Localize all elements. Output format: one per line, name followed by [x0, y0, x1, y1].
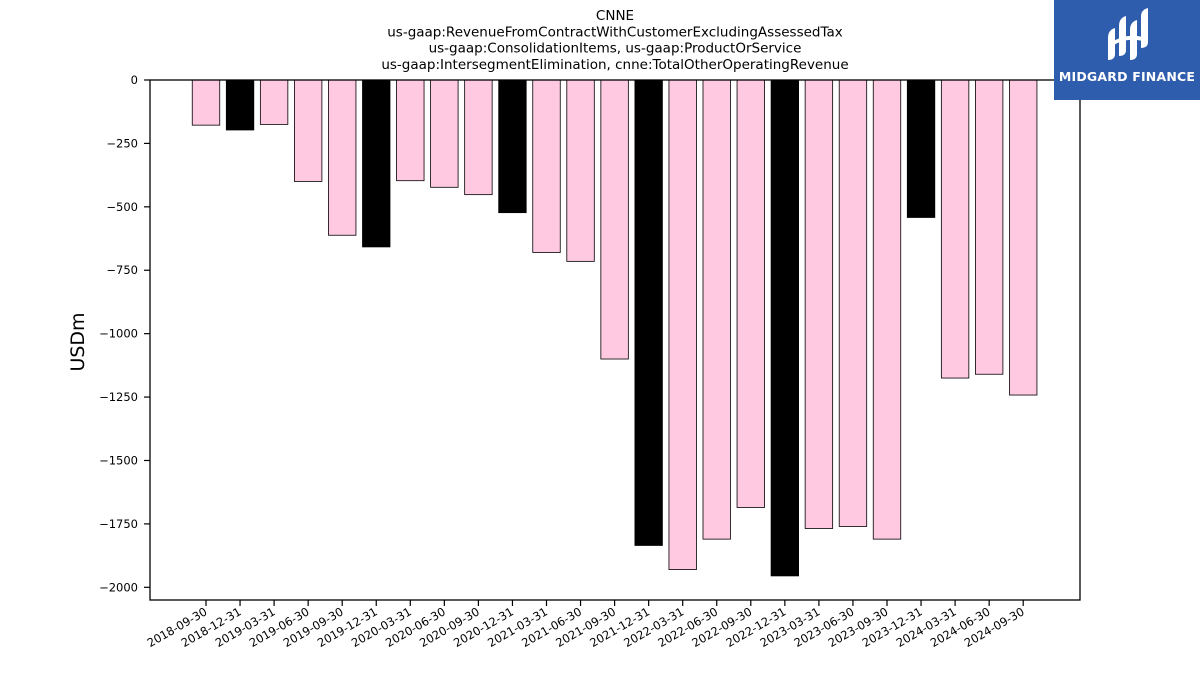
bar-2019-03-31: [259, 79, 289, 125]
chart-title-line: us-gaap:ConsolidationItems, us-gaap:Prod…: [429, 41, 802, 57]
bar-2020-03-31: [396, 79, 425, 182]
bar-2021-09-30: [600, 79, 629, 360]
y-axis-label: USDm: [67, 312, 89, 371]
bar-2024-03-31: [940, 79, 970, 379]
chart-title-line: CNNE: [596, 8, 634, 24]
bar-2020-12-31: [498, 79, 527, 214]
y-tick-label: −2000: [99, 580, 138, 594]
bar-2018-09-30: [191, 79, 221, 126]
y-tick-label: −1750: [99, 517, 138, 531]
bar-2022-09-30: [736, 79, 765, 508]
bar-2024-09-30: [1009, 79, 1038, 396]
logo-badge: MIDGARD FINANCE: [1054, 0, 1200, 100]
bar-2023-09-30: [872, 79, 902, 540]
y-tick-label: −750: [106, 263, 138, 277]
y-tick-label: −500: [106, 200, 138, 214]
bar-2023-06-30: [838, 79, 868, 527]
bar-2019-09-30: [328, 79, 357, 236]
bar-2021-06-30: [566, 79, 595, 262]
bar-2023-12-31: [906, 79, 936, 218]
y-tick-label: 0: [131, 73, 138, 87]
midgard-logo-icon: [1108, 8, 1148, 60]
bar-2022-03-31: [668, 79, 697, 570]
chart-title-line: us-gaap:RevenueFromContractWithCustomerE…: [387, 24, 843, 40]
y-tick-label: −250: [106, 136, 138, 150]
y-tick-label: −1000: [99, 327, 138, 341]
bar-2022-06-30: [702, 79, 731, 540]
y-axis: 0 −250 −500 −750 −1000 −1250 −1500 −1750 −2000: [99, 73, 150, 594]
bars: [191, 79, 1038, 577]
bar-2020-06-30: [430, 79, 459, 188]
bar-2020-09-30: [464, 79, 493, 196]
bar-2022-12-31: [770, 79, 799, 577]
y-tick-label: −1250: [99, 390, 138, 404]
bar-2019-06-30: [293, 79, 323, 182]
bar-2018-12-31: [225, 79, 255, 131]
bar-2019-12-31: [362, 79, 391, 248]
x-axis: 2018-09-302018-12-312019-03-312019-06-30…: [145, 600, 1027, 650]
chart-title-line: us-gaap:IntersegmentElimination, cnne:To…: [381, 57, 848, 73]
bar-2021-12-31: [634, 79, 663, 546]
logo-text: MIDGARD FINANCE: [1058, 69, 1196, 84]
bar-2024-06-30: [975, 79, 1004, 375]
bar-2023-03-31: [804, 79, 834, 529]
plot-frame: [149, 79, 1081, 601]
bar-2021-03-31: [532, 79, 561, 253]
chart-title: CNNEus-gaap:RevenueFromContractWithCusto…: [381, 8, 848, 73]
y-tick-label: −1500: [99, 453, 138, 467]
